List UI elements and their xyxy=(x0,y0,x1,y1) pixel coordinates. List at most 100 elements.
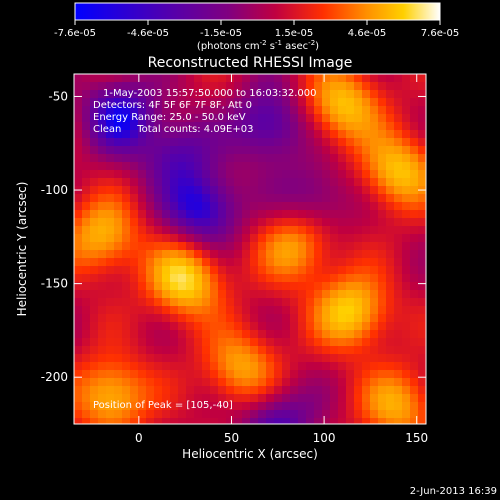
heatmap-cell xyxy=(178,362,187,371)
heatmap-cell xyxy=(194,194,203,203)
heatmap-cell xyxy=(146,386,155,395)
heatmap-cell xyxy=(98,386,107,395)
heatmap-cell xyxy=(106,402,115,411)
heatmap-cell xyxy=(74,90,83,99)
heatmap-cell xyxy=(250,234,259,243)
heatmap-cell xyxy=(410,82,419,91)
heatmap-cell xyxy=(362,354,371,363)
heatmap-cell xyxy=(258,130,267,139)
heatmap-cell xyxy=(234,218,243,227)
heatmap-cell xyxy=(418,218,426,227)
heatmap-cell xyxy=(234,266,243,275)
heatmap-cell xyxy=(226,242,235,251)
heatmap-cell xyxy=(410,114,419,123)
heatmap-cell xyxy=(298,274,307,283)
heatmap-cell xyxy=(306,146,315,155)
heatmap-cell xyxy=(394,170,403,179)
heatmap-cell xyxy=(410,338,419,347)
heatmap-cell xyxy=(114,250,123,259)
heatmap-cell xyxy=(354,106,363,115)
heatmap-cell xyxy=(90,258,99,267)
heatmap-cell xyxy=(186,314,195,323)
heatmap-cell xyxy=(298,314,307,323)
heatmap-cell xyxy=(314,186,323,195)
heatmap-cell xyxy=(122,234,131,243)
heatmap-cell xyxy=(202,402,211,411)
heatmap-cell xyxy=(290,274,299,283)
heatmap-cell xyxy=(370,306,379,315)
heatmap-cell xyxy=(282,258,291,267)
heatmap-cell xyxy=(218,314,227,323)
heatmap-cell xyxy=(322,122,331,131)
annotation-detectors: Detectors: 4F 5F 6F 7F 8F, Att 0 xyxy=(93,100,252,111)
heatmap-cell xyxy=(186,354,195,363)
heatmap-cell xyxy=(394,226,403,235)
heatmap-cell xyxy=(98,258,107,267)
heatmap-cell xyxy=(274,82,283,91)
heatmap-cell xyxy=(202,378,211,387)
heatmap-cell xyxy=(274,202,283,211)
heatmap-cell xyxy=(202,154,211,163)
heatmap-cell xyxy=(242,114,251,123)
heatmap-cell xyxy=(146,186,155,195)
heatmap-cell xyxy=(410,378,419,387)
heatmap-cell xyxy=(154,242,163,251)
heatmap-cell xyxy=(346,122,355,131)
heatmap-cell xyxy=(218,114,227,123)
heatmap-cell xyxy=(186,218,195,227)
heatmap-cell xyxy=(298,234,307,243)
heatmap-cell xyxy=(338,154,347,163)
heatmap-cell xyxy=(298,402,307,411)
heatmap-cell xyxy=(386,106,395,115)
heatmap-cell xyxy=(138,386,147,395)
heatmap-cell xyxy=(402,186,411,195)
heatmap-cell xyxy=(394,82,403,91)
heatmap-cell xyxy=(370,370,379,379)
heatmap-cell xyxy=(178,130,187,139)
heatmap-cell xyxy=(282,106,291,115)
heatmap-cell xyxy=(186,330,195,339)
heatmap-cell xyxy=(114,306,123,315)
heatmap-cell xyxy=(162,178,171,187)
heatmap-cell xyxy=(154,106,163,115)
heatmap-cell xyxy=(130,386,139,395)
heatmap-cell xyxy=(394,330,403,339)
heatmap-cell xyxy=(202,114,211,123)
heatmap-cell xyxy=(346,378,355,387)
heatmap-cell xyxy=(218,362,227,371)
heatmap-cell xyxy=(114,194,123,203)
heatmap-cell xyxy=(314,298,323,307)
heatmap-cell xyxy=(346,314,355,323)
heatmap-cell xyxy=(218,266,227,275)
heatmap-cell xyxy=(106,162,115,171)
heatmap-cell xyxy=(74,354,83,363)
heatmap-cell xyxy=(242,402,251,411)
heatmap-cell xyxy=(130,298,139,307)
heatmap-cell xyxy=(386,154,395,163)
heatmap-cell xyxy=(162,218,171,227)
heatmap-cell xyxy=(362,194,371,203)
heatmap-cell xyxy=(114,394,123,403)
heatmap-cell xyxy=(202,322,211,331)
heatmap-cell xyxy=(154,258,163,267)
heatmap-cell xyxy=(154,298,163,307)
heatmap-cell xyxy=(338,186,347,195)
heatmap-cell xyxy=(314,402,323,411)
heatmap-cell xyxy=(362,146,371,155)
heatmap-cell xyxy=(354,346,363,355)
heatmap-cell xyxy=(202,418,211,424)
heatmap-cell xyxy=(186,202,195,211)
heatmap-cell xyxy=(290,402,299,411)
heatmap-cell xyxy=(378,386,387,395)
heatmap-cell xyxy=(338,282,347,291)
heatmap-cell xyxy=(170,194,179,203)
heatmap-cell xyxy=(378,274,387,283)
heatmap-cell xyxy=(82,330,91,339)
heatmap-cell xyxy=(290,170,299,179)
heatmap-cell xyxy=(378,346,387,355)
heatmap-cell xyxy=(386,178,395,187)
heatmap-cell xyxy=(338,234,347,243)
heatmap-cell xyxy=(370,154,379,163)
heatmap-cell xyxy=(82,82,91,91)
heatmap-cell xyxy=(410,370,419,379)
